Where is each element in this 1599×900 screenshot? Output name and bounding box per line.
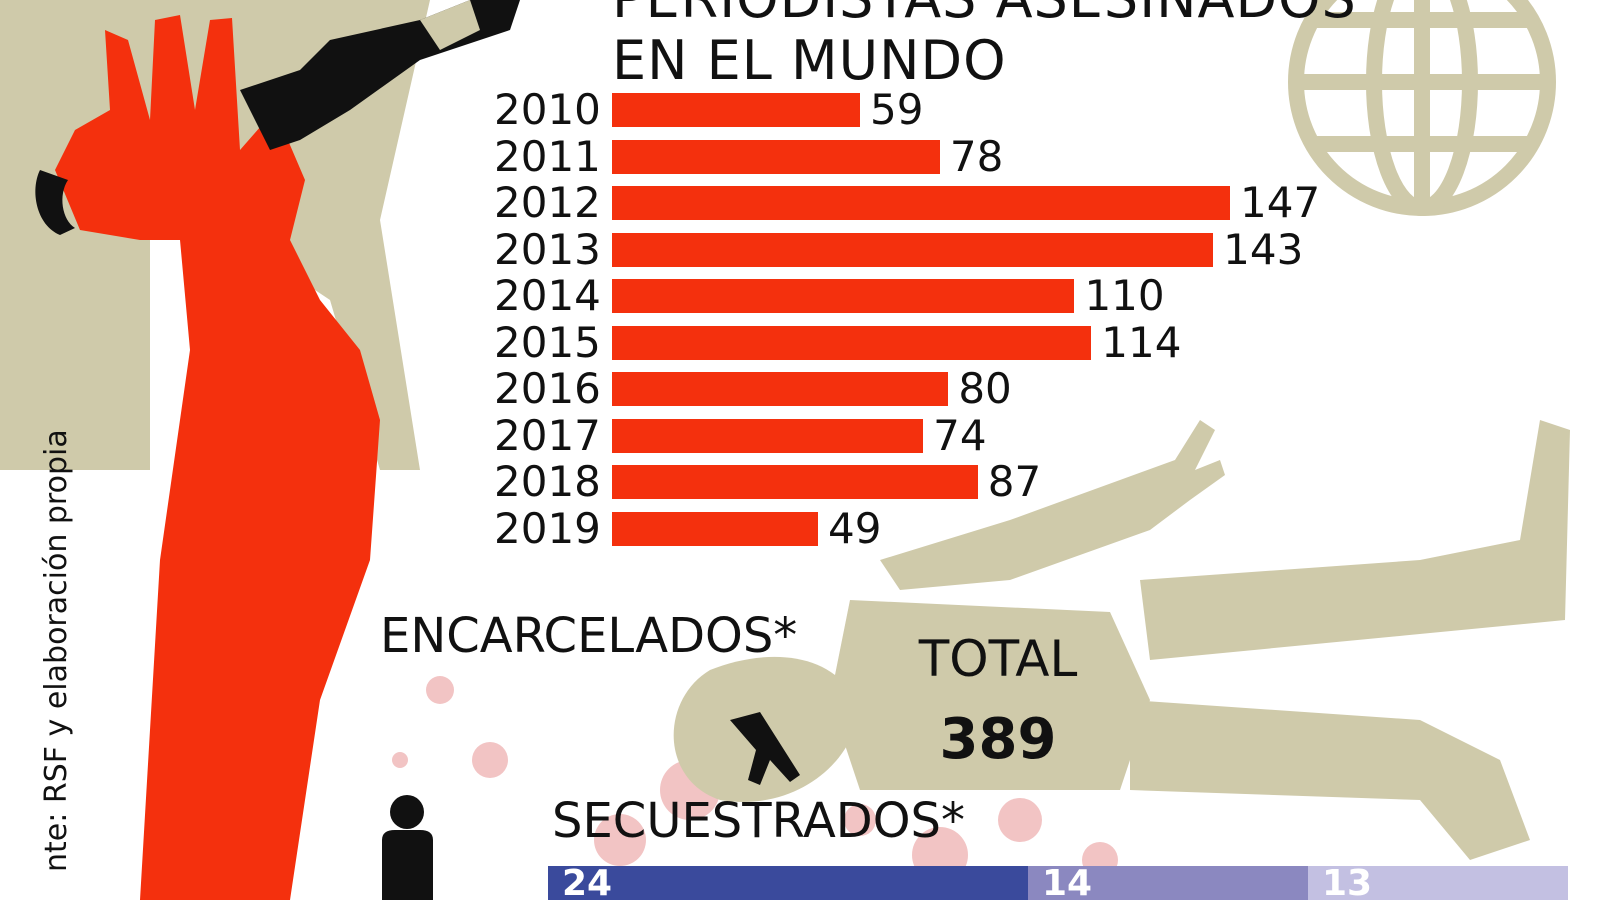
bar-2016 — [612, 372, 949, 406]
bar-2013 — [612, 232, 1214, 267]
broken-pen-icon — [730, 712, 800, 785]
value-label-2012: 147 — [1240, 178, 1321, 227]
year-label-2018: 2018 — [494, 457, 601, 506]
value-label-2010: 59 — [870, 85, 924, 134]
bar-2014 — [612, 279, 1075, 313]
secuestrados-segment-3: 13 — [1308, 866, 1568, 900]
encarcelados-label: ENCARCELADOS* — [380, 608, 798, 664]
bar-2019 — [612, 511, 818, 546]
bar-2018 — [612, 465, 978, 499]
secuestrados-segment-1: 24 — [548, 866, 1028, 900]
value-label-2013: 143 — [1223, 224, 1304, 274]
secuestrados-label: SECUESTRADOS* — [552, 793, 966, 849]
bar-2015 — [612, 325, 1092, 360]
globe-icon — [1288, 0, 1556, 216]
year-label-2011: 2011 — [494, 131, 601, 181]
person-icon — [382, 795, 433, 900]
value-label-2019: 49 — [828, 503, 882, 553]
year-label-2010: 2010 — [494, 85, 601, 134]
year-label-2014: 2014 — [494, 271, 601, 320]
year-label-2015: 2015 — [494, 317, 601, 367]
value-label-2015: 114 — [1101, 317, 1182, 367]
chart-title-line-2: EN EL MUNDO — [612, 29, 1007, 92]
fallen-body-illustration — [673, 420, 1570, 860]
source-note: nte: RSF y elaboración propia — [39, 429, 74, 872]
total-label: TOTAL — [918, 630, 1078, 688]
value-label-2018: 87 — [987, 457, 1042, 506]
year-label-2017: 2017 — [494, 410, 601, 460]
value-label-2014: 110 — [1084, 271, 1165, 320]
year-label-2013: 2013 — [494, 224, 601, 274]
year-label-2016: 2016 — [494, 364, 601, 413]
bar-2012 — [612, 186, 1230, 220]
bar-2011 — [612, 139, 940, 174]
year-label-2012: 2012 — [494, 178, 601, 227]
bar-2010 — [612, 93, 861, 127]
value-label-2016: 80 — [958, 364, 1012, 413]
total-value: 389 — [939, 707, 1057, 772]
value-label-2017: 74 — [933, 410, 987, 460]
hand-with-microphone-illustration — [35, 0, 520, 900]
year-label-2019: 2019 — [494, 503, 601, 553]
bar-2017 — [612, 418, 924, 453]
chart-title-line-1: PERIODISTAS ASESINADOS — [612, 0, 1357, 26]
value-label-2011: 78 — [949, 131, 1004, 181]
secuestrados-segment-2: 14 — [1028, 866, 1308, 900]
